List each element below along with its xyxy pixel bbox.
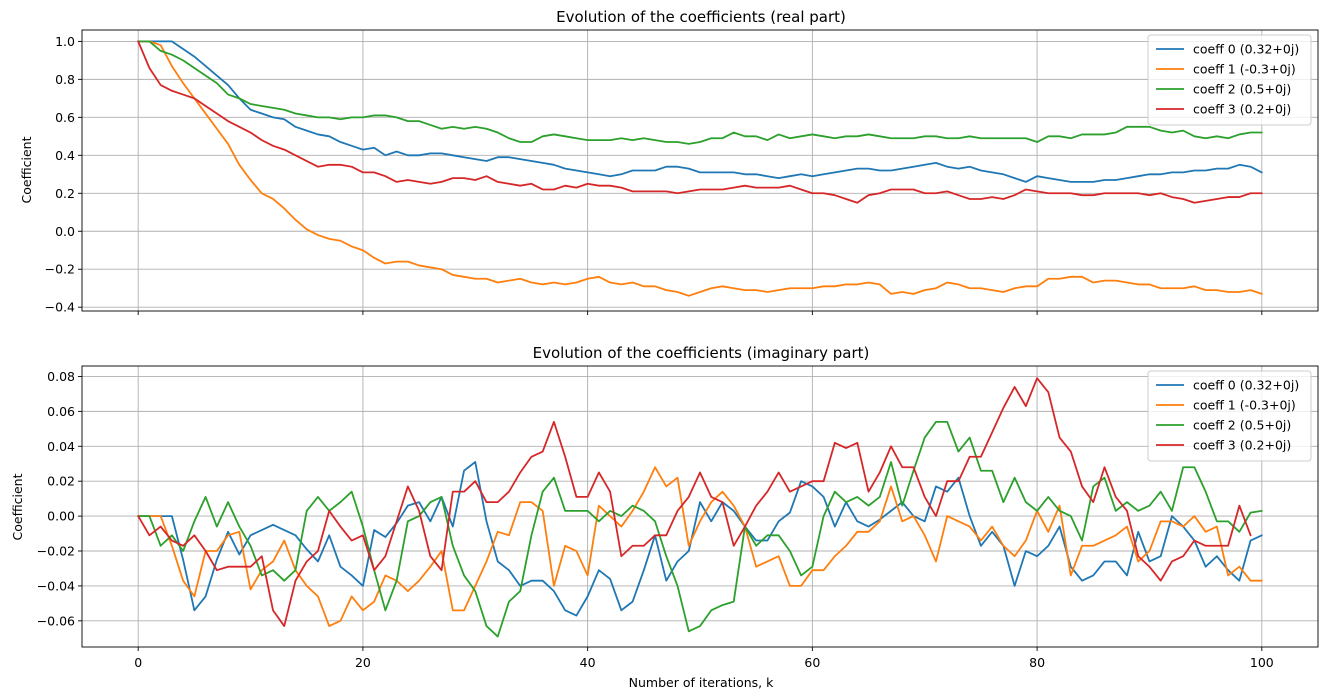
real-part-series-line-coeff-1 xyxy=(137,40,1263,297)
real-part-y-tick-label: 0.8 xyxy=(55,72,75,87)
real-part-y-tick-label: 0.4 xyxy=(55,148,75,163)
real-part-legend-box xyxy=(1147,34,1312,126)
real-part-series-line-coeff-3 xyxy=(137,40,1263,204)
imaginary-part-y-axis-label: Coefficient xyxy=(10,473,25,540)
imaginary-part-legend-label-2: coeff 2 (0.5+0j) xyxy=(1193,418,1291,433)
real-part-grid xyxy=(82,30,1318,311)
imaginary-part-legend-label-0: coeff 0 (0.32+0j) xyxy=(1193,378,1299,393)
real-part-legend-label-2: coeff 2 (0.5+0j) xyxy=(1193,82,1291,97)
imaginary-part-series xyxy=(137,377,1263,638)
real-part-y-tick-label: 0.6 xyxy=(55,110,75,125)
real-part-y-axis-label: Coefficient xyxy=(19,136,34,203)
imaginary-part-x-tick-label: 20 xyxy=(355,655,371,670)
real-part-chart-title: Evolution of the coefficients (real part… xyxy=(556,8,846,26)
real-part-legend-label-3: coeff 3 (0.2+0j) xyxy=(1193,102,1291,117)
imaginary-part-y-tick-label: 0.06 xyxy=(47,404,75,419)
imaginary-part-y-tick-label: 0.00 xyxy=(47,509,75,524)
real-part-plot-area xyxy=(81,29,1319,312)
imaginary-part-legend-label-1: coeff 1 (-0.3+0j) xyxy=(1193,398,1296,413)
imaginary-part-series-line-coeff-2 xyxy=(137,420,1263,638)
imaginary-part-legend: coeff 0 (0.32+0j) coeff 1 (-0.3+0j) coeff … xyxy=(1147,370,1312,462)
imaginary-part-series-line-coeff-1 xyxy=(137,466,1263,627)
imaginary-part-x-tick-label: 60 xyxy=(804,655,820,670)
imaginary-part-y-tick-label: 0.04 xyxy=(47,439,75,454)
imaginary-part-plot-area xyxy=(81,365,1319,648)
real-part-chart: Evolution of the coefficients (real part… xyxy=(19,8,1319,315)
real-part-y-tick-label: 1.0 xyxy=(55,34,75,49)
imaginary-part-x-tick-label: 0 xyxy=(134,655,142,670)
imaginary-part-y-tick-label: 0.08 xyxy=(47,369,75,384)
imaginary-part-grid xyxy=(82,366,1318,647)
imaginary-part-y-tick-label: −0.06 xyxy=(37,613,75,628)
imaginary-part-series-line-coeff-0 xyxy=(137,461,1263,617)
imaginary-part-chart-title: Evolution of the coefficients (imaginary… xyxy=(533,344,870,362)
real-part-series-line-coeff-0 xyxy=(137,40,1263,183)
imaginary-part-x-tick-label: 80 xyxy=(1029,655,1045,670)
imaginary-part-chart: Evolution of the coefficients (imaginary… xyxy=(10,344,1319,690)
real-part-y-tick-label: −0.2 xyxy=(45,262,75,277)
imaginary-part-x-tick-label: 40 xyxy=(580,655,596,670)
imaginary-part-ticks: 0 20 40 60 80 100 −0.06 −0.04 −0.02 0.00 0.02 0.04 0… xyxy=(37,369,1274,670)
real-part-y-tick-label: −0.4 xyxy=(45,300,75,315)
real-part-series-line-coeff-2 xyxy=(137,40,1263,145)
imaginary-part-y-tick-label: −0.02 xyxy=(37,544,75,559)
imaginary-part-y-tick-label: 0.02 xyxy=(47,474,75,489)
imaginary-part-x-axis-label: Number of iterations, k xyxy=(629,675,774,690)
imaginary-part-x-tick-label: 100 xyxy=(1250,655,1274,670)
real-part-series xyxy=(137,40,1263,297)
real-part-y-tick-label: 0.0 xyxy=(55,224,75,239)
real-part-ticks: −0.4 −0.2 0.0 0.2 0.4 0.6 0.8 1.0 xyxy=(45,34,1263,315)
real-part-legend: coeff 0 (0.32+0j) coeff 1 (-0.3+0j) coeff … xyxy=(1147,34,1312,126)
real-part-legend-label-0: coeff 0 (0.32+0j) xyxy=(1193,42,1299,57)
real-part-y-tick-label: 0.2 xyxy=(55,186,75,201)
imaginary-part-y-tick-label: −0.04 xyxy=(37,578,75,593)
real-part-legend-label-1: coeff 1 (-0.3+0j) xyxy=(1193,62,1296,77)
imaginary-part-legend-label-3: coeff 3 (0.2+0j) xyxy=(1193,438,1291,453)
imaginary-part-legend-box xyxy=(1147,370,1312,462)
imaginary-part-series-line-coeff-3 xyxy=(137,377,1252,627)
